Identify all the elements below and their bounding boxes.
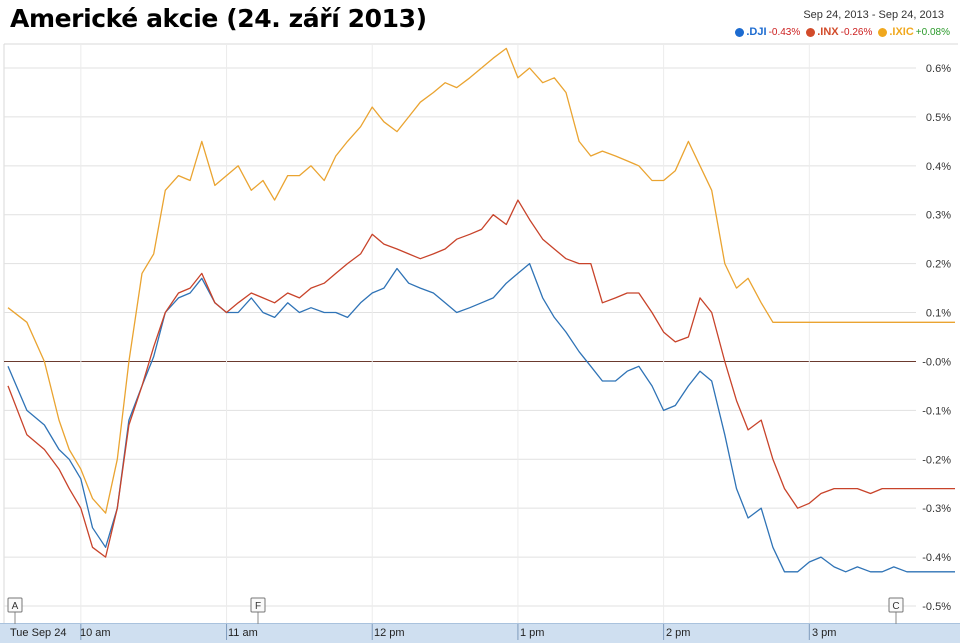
legend-change-dji: -0.43% xyxy=(768,26,801,38)
flag-letter: A xyxy=(12,601,19,612)
y-tick-label: -0.1% xyxy=(922,405,951,417)
y-tick-label: -0.5% xyxy=(922,601,951,613)
legend-dot-inx xyxy=(806,27,816,37)
y-tick-label: 0.2% xyxy=(926,259,951,271)
chart-legend: .DJI -0.43% .INX -0.26% .IXIC +0.08% xyxy=(735,26,950,38)
legend-symbol-ixic: .IXIC xyxy=(889,26,914,38)
x-tick-label: 3 pm xyxy=(812,627,836,639)
x-tick-label: 11 am xyxy=(228,627,258,639)
flag-marker-f[interactable]: F xyxy=(250,597,266,624)
x-tick-label: Tue Sep 24 xyxy=(10,627,66,639)
series-line-dji xyxy=(7,262,955,573)
series-line-ixic xyxy=(7,47,955,514)
flag-marker-c[interactable]: C xyxy=(888,597,904,624)
x-tick-label: 12 pm xyxy=(374,627,405,639)
page-title: Americké akcie (24. září 2013) xyxy=(10,4,427,33)
x-tick-label: 1 pm xyxy=(520,627,544,639)
flag-marker-a[interactable]: A xyxy=(7,597,23,624)
y-tick-label: 0.5% xyxy=(926,112,951,124)
legend-entry-inx[interactable]: .INX -0.26% xyxy=(806,26,872,38)
flag-letter: C xyxy=(892,601,899,612)
y-tick-label: -0.4% xyxy=(922,552,951,564)
legend-entry-ixic[interactable]: .IXIC +0.08% xyxy=(878,26,950,38)
x-tick-label: 2 pm xyxy=(666,627,690,639)
legend-change-ixic: +0.08% xyxy=(915,26,950,38)
y-tick-label: -0.2% xyxy=(922,454,951,466)
series-line-inx xyxy=(7,199,955,558)
x-tick-label: 10 am xyxy=(80,627,111,639)
y-tick-label: 0.6% xyxy=(926,63,951,75)
y-tick-label: 0.4% xyxy=(926,161,951,173)
date-range: Sep 24, 2013 - Sep 24, 2013 xyxy=(803,9,944,21)
flag-box xyxy=(7,597,23,613)
legend-dot-ixic xyxy=(878,27,888,37)
legend-dot-dji xyxy=(735,27,745,37)
y-tick-label: -0.0% xyxy=(922,356,951,368)
time-axis-bar xyxy=(0,623,960,643)
y-tick-label: 0.3% xyxy=(926,210,951,222)
legend-change-inx: -0.26% xyxy=(840,26,873,38)
legend-symbol-inx: .INX xyxy=(817,26,839,38)
flag-box xyxy=(888,597,904,613)
y-tick-label: 0.1% xyxy=(926,308,951,320)
flag-letter: F xyxy=(255,601,261,612)
legend-symbol-dji: .DJI xyxy=(746,26,767,38)
legend-entry-dji[interactable]: .DJI -0.43% xyxy=(735,26,800,38)
flag-box xyxy=(250,597,266,613)
y-tick-label: -0.3% xyxy=(922,503,951,515)
